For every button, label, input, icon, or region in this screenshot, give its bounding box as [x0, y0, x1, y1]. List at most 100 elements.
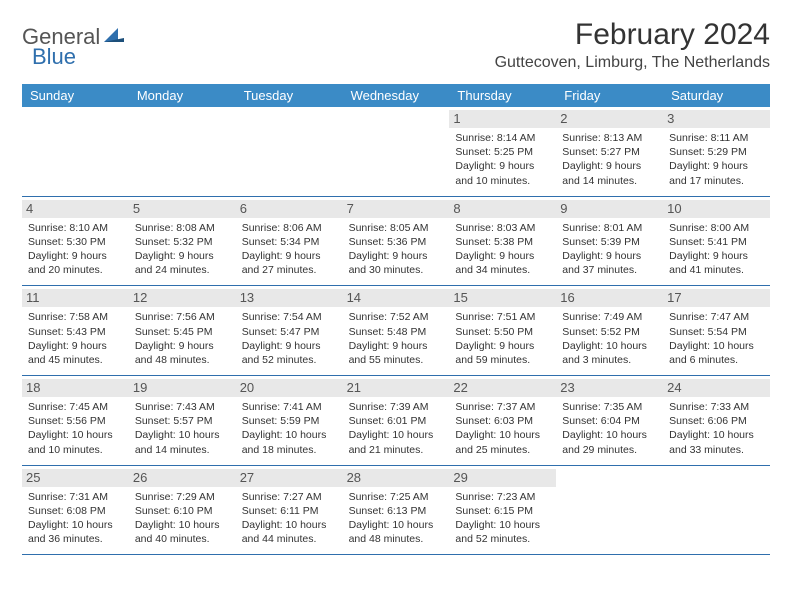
calendar-body: 1Sunrise: 8:14 AMSunset: 5:25 PMDaylight…	[22, 107, 770, 555]
calendar-week-row: 1Sunrise: 8:14 AMSunset: 5:25 PMDaylight…	[22, 107, 770, 197]
calendar-day-cell: 5Sunrise: 8:08 AMSunset: 5:32 PMDaylight…	[129, 197, 236, 286]
day-details: Sunrise: 8:08 AMSunset: 5:32 PMDaylight:…	[135, 221, 230, 278]
sunset-text: Sunset: 5:32 PM	[135, 235, 230, 249]
sunrise-text: Sunrise: 8:08 AM	[135, 221, 230, 235]
calendar-week-row: 18Sunrise: 7:45 AMSunset: 5:56 PMDayligh…	[22, 376, 770, 466]
calendar-day-cell: 22 Sunrise: 7:37 AMSunset: 6:03 PMDayligh…	[449, 376, 556, 465]
day-number: 26	[129, 469, 236, 487]
month-title: February 2024	[495, 18, 770, 52]
daylight-text: Daylight: 10 hours and 48 minutes.	[349, 518, 444, 546]
day-number: 25	[22, 469, 129, 487]
weekday-header: Friday	[556, 84, 663, 107]
daylight-text: Daylight: 10 hours and 36 minutes.	[28, 518, 123, 546]
sunrise-text: Sunrise: 8:11 AM	[669, 131, 764, 145]
sunrise-text: Sunrise: 7:45 AM	[28, 400, 123, 414]
day-number: 1	[449, 110, 556, 128]
day-details: Sunrise: 7:25 AMSunset: 6:13 PMDaylight:…	[349, 490, 444, 547]
day-details: Sunrise: 7:39 AMSunset: 6:01 PMDaylight:…	[349, 400, 444, 457]
sunrise-text: Sunrise: 7:54 AM	[242, 310, 337, 324]
sunrise-text: Sunrise: 7:23 AM	[455, 490, 550, 504]
day-number: 2	[556, 110, 663, 128]
day-details: Sunrise: 7:47 AMSunset: 5:54 PMDaylight:…	[669, 310, 764, 367]
daylight-text: Daylight: 9 hours and 37 minutes.	[562, 249, 657, 277]
day-number: 22	[449, 379, 556, 397]
day-number: 8	[449, 200, 556, 218]
calendar-day-cell: 2Sunrise: 8:13 AMSunset: 5:27 PMDaylight…	[556, 107, 663, 196]
day-number: 29	[449, 469, 556, 487]
day-number: 28	[343, 469, 450, 487]
calendar-day-cell	[22, 107, 129, 196]
sunrise-text: Sunrise: 7:47 AM	[669, 310, 764, 324]
sunset-text: Sunset: 5:54 PM	[669, 325, 764, 339]
sunset-text: Sunset: 5:59 PM	[242, 414, 337, 428]
calendar-day-cell: 14Sunrise: 7:52 AMSunset: 5:48 PMDayligh…	[343, 286, 450, 375]
sunset-text: Sunset: 6:01 PM	[349, 414, 444, 428]
calendar-day-cell	[556, 466, 663, 555]
sunset-text: Sunset: 5:41 PM	[669, 235, 764, 249]
calendar-day-cell: 27 Sunrise: 7:27 AMSunset: 6:11 PMDayligh…	[236, 466, 343, 555]
daylight-text: Daylight: 9 hours and 24 minutes.	[135, 249, 230, 277]
sunset-text: Sunset: 5:34 PM	[242, 235, 337, 249]
weekday-header: Tuesday	[236, 84, 343, 107]
sunrise-text: Sunrise: 8:13 AM	[562, 131, 657, 145]
sunset-text: Sunset: 6:06 PM	[669, 414, 764, 428]
daylight-text: Daylight: 10 hours and 14 minutes.	[135, 428, 230, 456]
sunrise-text: Sunrise: 7:35 AM	[562, 400, 657, 414]
sunrise-text: Sunrise: 7:29 AM	[135, 490, 230, 504]
calendar-day-cell	[236, 107, 343, 196]
calendar-day-cell: 20Sunrise: 7:41 AMSunset: 5:59 PMDayligh…	[236, 376, 343, 465]
sail-icon	[102, 26, 124, 49]
location: Guttecoven, Limburg, The Netherlands	[495, 54, 770, 72]
daylight-text: Daylight: 9 hours and 34 minutes.	[455, 249, 550, 277]
daylight-text: Daylight: 10 hours and 44 minutes.	[242, 518, 337, 546]
day-details: Sunrise: 7:41 AMSunset: 5:59 PMDaylight:…	[242, 400, 337, 457]
daylight-text: Daylight: 9 hours and 55 minutes.	[349, 339, 444, 367]
day-details: Sunrise: 7:27 AMSunset: 6:11 PMDaylight:…	[242, 490, 337, 547]
day-details: Sunrise: 7:35 AMSunset: 6:04 PMDaylight:…	[562, 400, 657, 457]
sunrise-text: Sunrise: 8:03 AM	[455, 221, 550, 235]
day-number: 23	[556, 379, 663, 397]
sunrise-text: Sunrise: 7:52 AM	[349, 310, 444, 324]
day-number: 17	[663, 289, 770, 307]
day-details: Sunrise: 7:37 AMSunset: 6:03 PMDaylight:…	[455, 400, 550, 457]
day-number: 27	[236, 469, 343, 487]
calendar-day-cell: 10Sunrise: 8:00 AMSunset: 5:41 PMDayligh…	[663, 197, 770, 286]
calendar-day-cell: 19 Sunrise: 7:43 AMSunset: 5:57 PMDayligh…	[129, 376, 236, 465]
calendar-week-row: 11Sunrise: 7:58 AMSunset: 5:43 PMDayligh…	[22, 286, 770, 376]
day-number: 9	[556, 200, 663, 218]
sunset-text: Sunset: 5:30 PM	[28, 235, 123, 249]
sunset-text: Sunset: 5:50 PM	[455, 325, 550, 339]
sunset-text: Sunset: 6:10 PM	[135, 504, 230, 518]
calendar-day-cell: 13Sunrise: 7:54 AMSunset: 5:47 PMDayligh…	[236, 286, 343, 375]
day-details: Sunrise: 7:29 AMSunset: 6:10 PMDaylight:…	[135, 490, 230, 547]
day-details: Sunrise: 7:56 AMSunset: 5:45 PMDaylight:…	[135, 310, 230, 367]
weekday-header: Monday	[129, 84, 236, 107]
sunrise-text: Sunrise: 7:33 AM	[669, 400, 764, 414]
day-details: Sunrise: 7:51 AMSunset: 5:50 PMDaylight:…	[455, 310, 550, 367]
sunset-text: Sunset: 5:36 PM	[349, 235, 444, 249]
calendar-day-cell: 6Sunrise: 8:06 AMSunset: 5:34 PMDaylight…	[236, 197, 343, 286]
calendar-day-cell: 8 Sunrise: 8:03 AMSunset: 5:38 PMDaylight…	[449, 197, 556, 286]
day-details: Sunrise: 8:03 AMSunset: 5:38 PMDaylight:…	[455, 221, 550, 278]
day-number: 13	[236, 289, 343, 307]
sunrise-text: Sunrise: 7:25 AM	[349, 490, 444, 504]
sunrise-text: Sunrise: 7:31 AM	[28, 490, 123, 504]
day-number: 19	[129, 379, 236, 397]
sunrise-text: Sunrise: 8:05 AM	[349, 221, 444, 235]
day-details: Sunrise: 7:23 AMSunset: 6:15 PMDaylight:…	[455, 490, 550, 547]
logo-word-2: Blue	[32, 44, 76, 69]
day-details: Sunrise: 7:43 AMSunset: 5:57 PMDaylight:…	[135, 400, 230, 457]
day-number: 21	[343, 379, 450, 397]
calendar-day-cell	[343, 107, 450, 196]
sunset-text: Sunset: 5:27 PM	[562, 145, 657, 159]
weekday-header: Saturday	[663, 84, 770, 107]
daylight-text: Daylight: 10 hours and 18 minutes.	[242, 428, 337, 456]
daylight-text: Daylight: 9 hours and 27 minutes.	[242, 249, 337, 277]
sunset-text: Sunset: 6:03 PM	[455, 414, 550, 428]
day-number: 6	[236, 200, 343, 218]
calendar-day-cell: 18Sunrise: 7:45 AMSunset: 5:56 PMDayligh…	[22, 376, 129, 465]
sunset-text: Sunset: 5:45 PM	[135, 325, 230, 339]
sunrise-text: Sunrise: 8:10 AM	[28, 221, 123, 235]
calendar-day-cell: 9Sunrise: 8:01 AMSunset: 5:39 PMDaylight…	[556, 197, 663, 286]
day-number: 12	[129, 289, 236, 307]
